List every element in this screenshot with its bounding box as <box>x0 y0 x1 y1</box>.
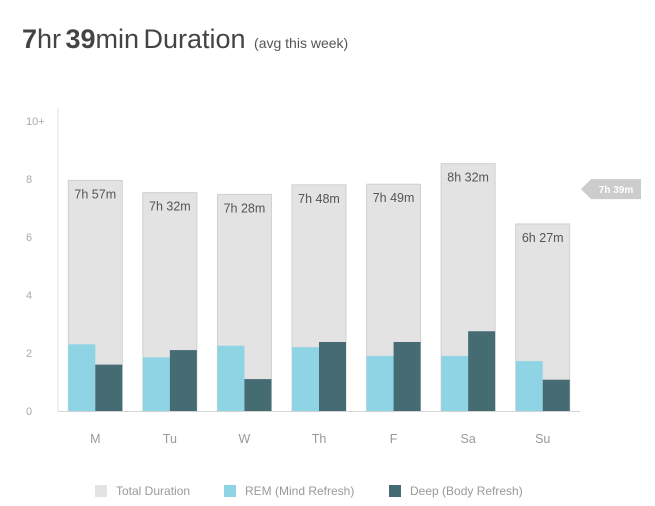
bar-deep-F <box>393 341 421 411</box>
y-tick-label: 2 <box>26 348 32 360</box>
avg-hours: 7 <box>22 24 38 54</box>
bar-rem-Th <box>292 347 319 411</box>
avg-minutes: 39 <box>65 24 96 54</box>
bar-rem-Tu <box>142 357 170 411</box>
y-tick-label: 6 <box>26 232 32 244</box>
legend-item-deep[interactable]: Deep (Body Refresh) <box>389 484 523 498</box>
average-marker-label: 7h 39m <box>599 185 634 196</box>
x-tick-label-Tu: Tu <box>163 432 177 446</box>
x-tick-label-Th: Th <box>312 432 327 446</box>
y-tick-label: 8 <box>26 174 32 186</box>
data-label-Tu: 7h 32m <box>149 200 191 214</box>
legend-item-total[interactable]: Total Duration <box>95 484 190 498</box>
bar-deep-Th <box>319 341 346 411</box>
bar-rem-Su <box>515 361 543 411</box>
title-label: Duration <box>143 24 246 54</box>
legend-swatch-rem <box>224 485 236 497</box>
min-unit: min <box>95 24 140 54</box>
legend-swatch-total <box>95 485 107 497</box>
legend-item-rem[interactable]: REM (Mind Refresh) <box>224 484 354 498</box>
data-label-Su: 6h 27m <box>522 231 564 245</box>
bar-deep-W <box>244 379 272 411</box>
bar-deep-Sa <box>468 331 496 411</box>
bar-deep-M <box>95 364 123 411</box>
average-marker <box>581 179 641 200</box>
x-tick-label-W: W <box>239 432 251 446</box>
y-tick-label: 4 <box>26 290 32 302</box>
data-label-M: 7h 57m <box>74 187 116 201</box>
subtitle: (avg this week) <box>254 35 349 51</box>
bar-rem-M <box>68 344 96 411</box>
hr-unit: hr <box>37 24 62 54</box>
bar-rem-F <box>366 355 394 411</box>
data-label-W: 7h 28m <box>224 201 266 215</box>
legend-label-rem: REM (Mind Refresh) <box>245 484 355 498</box>
bar-rem-W <box>217 345 245 411</box>
y-tick-label: 10+ <box>26 116 45 128</box>
legend-swatch-deep <box>389 485 401 497</box>
bar-deep-Su <box>542 379 570 411</box>
data-label-F: 7h 49m <box>373 191 415 205</box>
x-tick-label-Sa: Sa <box>460 432 475 446</box>
legend-label-total: Total Duration <box>116 484 191 498</box>
x-tick-label-F: F <box>390 432 398 446</box>
x-tick-label-Su: Su <box>535 432 550 446</box>
legend-label-deep: Deep (Body Refresh) <box>410 484 523 498</box>
x-tick-label-M: M <box>90 432 100 446</box>
bar-deep-Tu <box>169 350 197 411</box>
y-tick-label: 0 <box>26 406 32 418</box>
bar-rem-Sa <box>441 355 469 411</box>
page-title: 7hr 39min Duration (avg this week) <box>22 24 348 55</box>
data-label-Th: 7h 48m <box>298 192 340 206</box>
data-label-Sa: 8h 32m <box>447 171 489 185</box>
